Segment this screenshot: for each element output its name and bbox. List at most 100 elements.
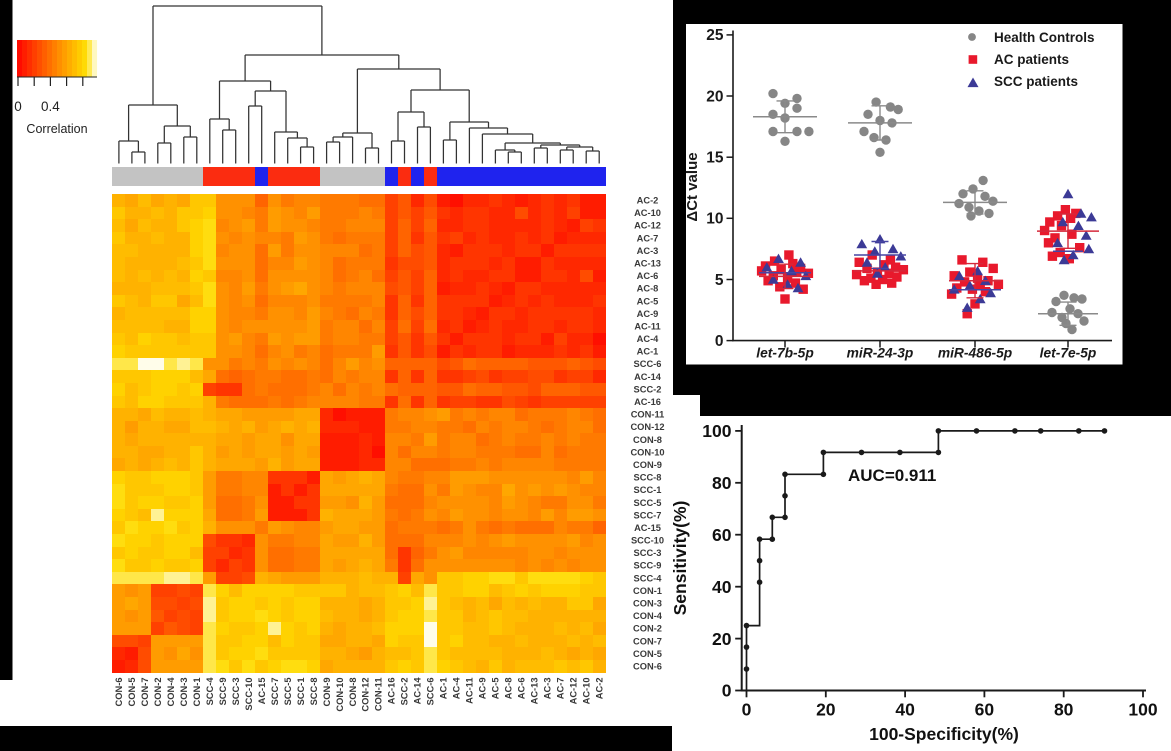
- svg-text:AC-7: AC-7: [556, 678, 566, 700]
- svg-text:SCC-2: SCC-2: [634, 384, 662, 394]
- svg-text:SCC-5: SCC-5: [283, 678, 293, 706]
- svg-text:AUC=0.911: AUC=0.911: [848, 466, 936, 485]
- svg-text:0.4: 0.4: [41, 99, 60, 114]
- svg-text:CON-5: CON-5: [127, 678, 137, 707]
- svg-text:Correlation: Correlation: [26, 122, 87, 136]
- svg-text:AC-4: AC-4: [637, 334, 660, 344]
- svg-text:SCC-9: SCC-9: [634, 561, 662, 571]
- svg-text:AC-14: AC-14: [634, 372, 662, 382]
- svg-text:AC-2: AC-2: [637, 196, 659, 206]
- svg-text:20: 20: [816, 700, 836, 720]
- svg-text:AC-13: AC-13: [634, 259, 661, 269]
- svg-text:CON-10: CON-10: [335, 678, 345, 712]
- svg-text:AC-11: AC-11: [465, 678, 475, 704]
- svg-text:SCC-1: SCC-1: [634, 485, 662, 495]
- svg-text:CON-11: CON-11: [374, 678, 384, 712]
- svg-text:CON-12: CON-12: [361, 678, 371, 712]
- svg-text:miR-24-3p: miR-24-3p: [847, 346, 914, 361]
- svg-text:40: 40: [712, 577, 732, 597]
- svg-text:CON-11: CON-11: [631, 410, 665, 420]
- svg-text:AC-14: AC-14: [413, 677, 423, 705]
- svg-text:AC-13: AC-13: [530, 678, 540, 705]
- svg-text:AC-10: AC-10: [581, 678, 591, 705]
- svg-text:0: 0: [722, 681, 732, 701]
- svg-text:100: 100: [1128, 700, 1157, 720]
- svg-text:CON-3: CON-3: [179, 678, 189, 707]
- svg-text:AC-3: AC-3: [637, 246, 659, 256]
- svg-text:let-7e-5p: let-7e-5p: [1040, 346, 1097, 361]
- svg-text:CON-7: CON-7: [140, 678, 150, 707]
- svg-text:AC-12: AC-12: [568, 678, 578, 705]
- svg-text:CON-9: CON-9: [322, 678, 332, 707]
- svg-text:AC-4: AC-4: [452, 677, 462, 700]
- svg-text:CON-4: CON-4: [166, 677, 176, 707]
- svg-text:SCC-10: SCC-10: [244, 678, 254, 711]
- svg-text:AC-6: AC-6: [517, 678, 527, 700]
- svg-text:AC-8: AC-8: [504, 678, 514, 700]
- svg-text:80: 80: [1054, 700, 1074, 720]
- svg-text:CON-9: CON-9: [633, 460, 662, 470]
- svg-text:100: 100: [702, 421, 731, 441]
- svg-text:SCC-4: SCC-4: [634, 573, 663, 583]
- svg-text:CON-12: CON-12: [630, 422, 664, 432]
- svg-text:CON-1: CON-1: [633, 586, 662, 596]
- svg-text:miR-486-5p: miR-486-5p: [938, 346, 1012, 361]
- svg-text:10: 10: [706, 211, 723, 228]
- svg-text:CON-3: CON-3: [633, 599, 662, 609]
- svg-text:CON-6: CON-6: [114, 678, 124, 707]
- svg-text:Health Controls: Health Controls: [994, 30, 1095, 45]
- svg-text:CON-1: CON-1: [192, 678, 202, 707]
- svg-text:let-7b-5p: let-7b-5p: [756, 346, 814, 361]
- svg-text:AC-5: AC-5: [491, 678, 501, 700]
- svg-text:5: 5: [715, 272, 724, 289]
- svg-text:ΔCt value: ΔCt value: [684, 152, 701, 221]
- svg-text:SCC-9: SCC-9: [218, 678, 228, 706]
- svg-text:AC-16: AC-16: [387, 678, 397, 705]
- svg-text:CON-2: CON-2: [633, 624, 662, 634]
- svg-text:SCC-1: SCC-1: [296, 678, 306, 706]
- svg-text:AC-1: AC-1: [439, 678, 449, 700]
- svg-text:AC-5: AC-5: [637, 296, 659, 306]
- svg-text:SCC-2: SCC-2: [400, 678, 410, 706]
- svg-text:SCC-4: SCC-4: [205, 677, 215, 706]
- svg-text:SCC-8: SCC-8: [634, 473, 662, 483]
- svg-text:AC-11: AC-11: [634, 321, 660, 331]
- svg-text:SCC-7: SCC-7: [634, 510, 662, 520]
- svg-text:CON-5: CON-5: [633, 649, 662, 659]
- svg-text:AC-15: AC-15: [634, 523, 661, 533]
- svg-text:CON-4: CON-4: [633, 611, 663, 621]
- svg-text:60: 60: [712, 525, 732, 545]
- svg-text:20: 20: [712, 629, 732, 649]
- svg-text:CON-6: CON-6: [633, 662, 662, 672]
- svg-text:SCC-8: SCC-8: [309, 678, 319, 706]
- svg-text:SCC patients: SCC patients: [994, 74, 1078, 89]
- svg-text:AC-15: AC-15: [257, 678, 267, 705]
- svg-text:AC-9: AC-9: [478, 678, 488, 700]
- svg-text:CON-2: CON-2: [153, 678, 163, 707]
- svg-text:25: 25: [706, 27, 724, 44]
- svg-text:SCC-5: SCC-5: [634, 498, 662, 508]
- svg-text:AC-3: AC-3: [543, 678, 553, 700]
- svg-text:100-Specificity(%): 100-Specificity(%): [869, 724, 1019, 744]
- svg-text:0: 0: [742, 700, 752, 720]
- svg-text:80: 80: [712, 473, 732, 493]
- svg-text:0: 0: [14, 99, 22, 114]
- svg-text:AC-2: AC-2: [594, 678, 604, 700]
- svg-text:AC-12: AC-12: [634, 221, 661, 231]
- svg-text:AC patients: AC patients: [994, 52, 1069, 67]
- svg-text:15: 15: [706, 150, 724, 167]
- svg-text:0: 0: [715, 333, 724, 350]
- svg-text:Sensitivity(%): Sensitivity(%): [670, 501, 690, 616]
- svg-text:SCC-6: SCC-6: [426, 678, 436, 706]
- svg-text:AC-7: AC-7: [637, 233, 659, 243]
- svg-text:SCC-7: SCC-7: [270, 678, 280, 706]
- svg-text:20: 20: [706, 88, 723, 105]
- svg-text:AC-16: AC-16: [634, 397, 661, 407]
- svg-text:SCC-6: SCC-6: [634, 359, 662, 369]
- svg-text:AC-1: AC-1: [637, 347, 659, 357]
- svg-text:60: 60: [975, 700, 995, 720]
- svg-text:SCC-3: SCC-3: [231, 678, 241, 706]
- svg-text:AC-9: AC-9: [637, 309, 659, 319]
- svg-text:CON-7: CON-7: [633, 636, 662, 646]
- svg-text:SCC-3: SCC-3: [634, 548, 662, 558]
